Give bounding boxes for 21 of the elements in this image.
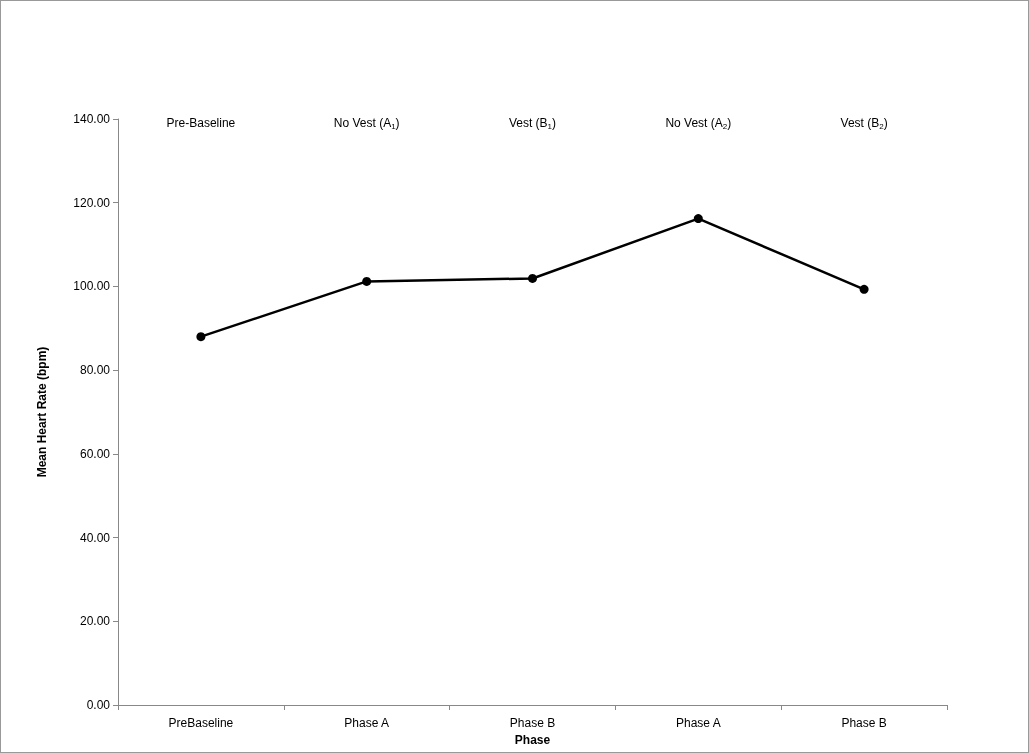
y-tick-label: 140.00: [73, 112, 111, 126]
x-tick-label: Phase A: [344, 716, 390, 730]
y-tick-label: 80.00: [79, 363, 111, 378]
y-tick-label: 60.00: [79, 446, 111, 461]
y-tick-label: 40.00: [79, 530, 111, 545]
point: [859, 284, 869, 294]
y-tick-label: 0.00: [86, 698, 111, 712]
annotation: Pre-Baseline: [166, 116, 236, 130]
x-tick-label: Phase A: [675, 716, 721, 730]
y-tick-label: 20.00: [79, 614, 111, 629]
point: [362, 276, 372, 286]
point: [528, 273, 537, 283]
y-tick-label: 120.00: [73, 195, 111, 210]
x-tick-label: PreBaseline: [168, 716, 234, 730]
y-axis-title: Mean Heart Rate (bpm): [35, 346, 49, 478]
x-tick-label: Phase B: [841, 716, 887, 730]
x-axis-title: Phase: [514, 732, 551, 747]
x-tick-label: Phase B: [509, 716, 556, 730]
point: [693, 214, 703, 224]
point: [196, 332, 206, 342]
y-tick-label: 100.00: [73, 279, 111, 294]
